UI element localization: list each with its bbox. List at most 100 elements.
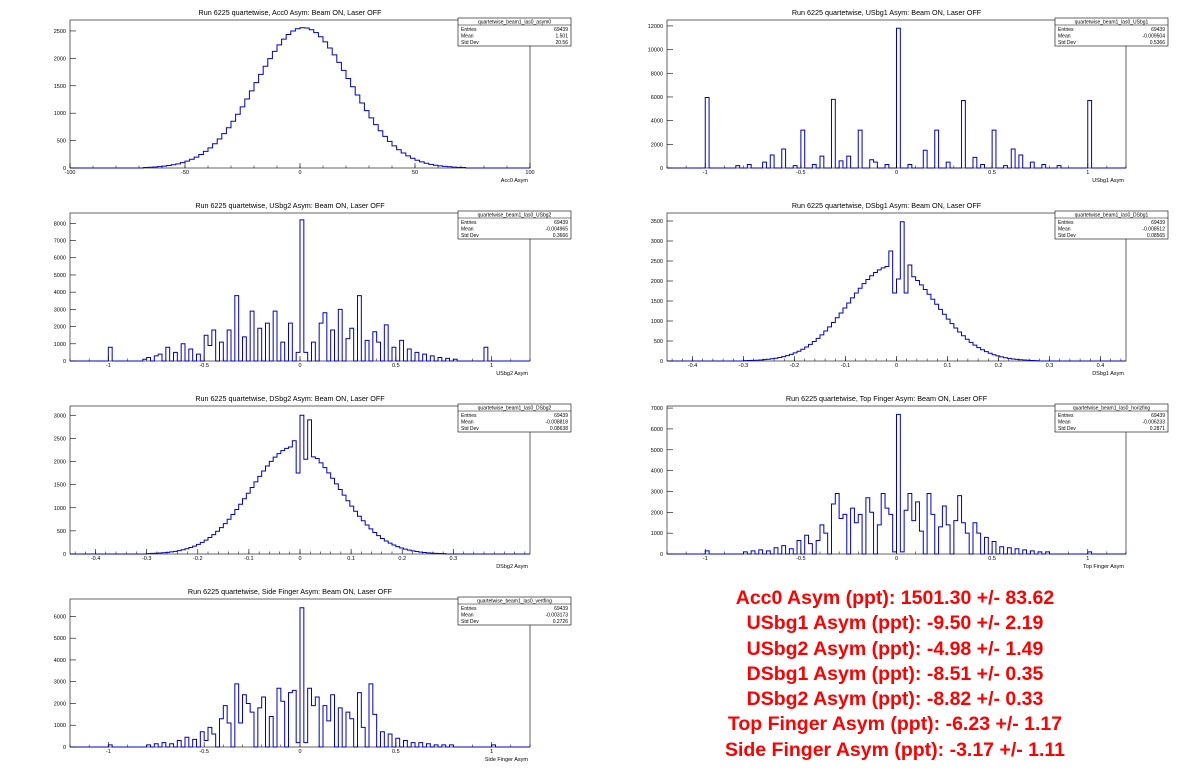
x-tick-label: 0.1	[944, 363, 952, 369]
asymmetry-summary: Acc0 Asym (ppt): 1501.30 +/- 83.62 USbg1…	[700, 586, 1090, 763]
stats-value: -0.008512	[1142, 227, 1165, 233]
histogram-title: Run 6225 quartetwise, USbg1 Asym: Beam O…	[792, 8, 982, 17]
y-tick-label: 6000	[54, 614, 66, 620]
stats-label: Mean	[1058, 227, 1071, 233]
histogram-panel: Run 6225 quartetwise, Acc0 Asym: Beam ON…	[54, 8, 572, 184]
x-tick-label: 0.2	[398, 556, 406, 562]
stats-value: -0.006233	[1142, 420, 1165, 426]
y-tick-label: 7000	[651, 406, 663, 412]
x-tick-label: 1	[490, 363, 493, 369]
x-tick-label: 1	[490, 749, 493, 755]
y-tick-label: 12000	[648, 24, 663, 30]
stats-value: 69439	[554, 220, 568, 226]
stats-box-frame	[457, 596, 572, 626]
summary-line: Acc0 Asym (ppt): 1501.30 +/- 83.62	[735, 587, 1055, 609]
x-tick-label: -0.5	[199, 749, 208, 755]
stats-value: 0.2871	[1150, 426, 1166, 432]
y-tick-label: 3000	[651, 489, 663, 495]
stats-label: Entries	[461, 413, 477, 419]
stats-box-frame	[1054, 210, 1169, 240]
y-tick-label: 8000	[651, 71, 663, 77]
stats-value: -0.008818	[545, 420, 568, 426]
y-tick-label: 0	[63, 552, 66, 558]
y-tick-label: 6000	[651, 95, 663, 101]
y-tick-label: 2000	[651, 142, 663, 148]
stats-label: Entries	[1058, 220, 1074, 226]
stats-label: Std Dev	[461, 40, 479, 46]
x-tick-label: -1	[106, 749, 111, 755]
y-tick-label: 2500	[54, 29, 66, 35]
x-tick-label: -0.2	[790, 363, 799, 369]
stats-box-frame	[457, 403, 572, 433]
stats-name: quartetwise_beam1_las0_horizfing	[1073, 406, 1150, 412]
y-tick-label: 1500	[54, 483, 66, 489]
y-tick-label: 3000	[651, 239, 663, 245]
y-tick-label: 1000	[54, 111, 66, 117]
stats-value: -0.009504	[1142, 34, 1165, 40]
stats-value: 69439	[1151, 413, 1165, 419]
x-tick-label: -0.5	[796, 170, 805, 176]
stats-label: Entries	[1058, 27, 1074, 33]
histogram-title: Run 6225 quartetwise, Side Finger Asym: …	[188, 587, 393, 596]
y-tick-label: 7000	[54, 239, 66, 245]
x-tick-label: -0.2	[193, 556, 202, 562]
stats-value: 0.3666	[553, 233, 569, 239]
y-tick-label: 3500	[651, 219, 663, 225]
histogram-panel: Run 6225 quartetwise, USbg1 Asym: Beam O…	[648, 8, 1169, 184]
histogram-panel: Run 6225 quartetwise, Side Finger Asym: …	[54, 587, 572, 763]
x-axis-label: DSbg1 Asym	[1092, 371, 1124, 377]
histogram-panel: Run 6225 quartetwise, DSbg2 Asym: Beam O…	[54, 394, 572, 570]
stats-value: 0.5366	[1150, 40, 1166, 46]
x-tick-label: 0.5	[392, 363, 400, 369]
histogram-bars	[667, 413, 1126, 555]
stats-box-frame	[1054, 403, 1169, 433]
stats-label: Std Dev	[1058, 233, 1076, 239]
stats-value: 0.08638	[550, 426, 568, 432]
stats-box-frame	[457, 17, 572, 47]
stats-label: Mean	[1058, 34, 1071, 40]
x-tick-label: 100	[525, 170, 534, 176]
stats-label: Mean	[461, 613, 474, 619]
stats-value: 69439	[1151, 220, 1165, 226]
histogram-title: Run 6225 quartetwise, DSbg1 Asym: Beam O…	[792, 201, 982, 210]
y-tick-label: 2000	[54, 701, 66, 707]
x-axis-label: USbg2 Asym	[496, 371, 528, 377]
stats-label: Mean	[461, 227, 474, 233]
stats-value: -0.004965	[545, 227, 568, 233]
stats-label: Std Dev	[1058, 40, 1076, 46]
stats-label: Mean	[461, 420, 474, 426]
histogram-title: Run 6225 quartetwise, DSbg2 Asym: Beam O…	[195, 394, 385, 403]
x-tick-label: 0.3	[450, 556, 458, 562]
x-tick-label: -0.5	[199, 363, 208, 369]
stats-label: Mean	[461, 34, 474, 40]
x-tick-label: -50	[181, 170, 189, 176]
x-tick-label: 0	[895, 363, 898, 369]
y-tick-label: 3000	[54, 413, 66, 419]
y-tick-label: 4000	[54, 658, 66, 664]
histogram-bars	[70, 27, 530, 169]
stats-value: 0.08565	[1147, 233, 1165, 239]
y-tick-label: 1000	[54, 342, 66, 348]
x-tick-label: 0.4	[1097, 363, 1105, 369]
y-tick-label: 2000	[54, 325, 66, 331]
stats-name: quartetwise_beam1_las0_USbg1	[1075, 20, 1149, 26]
stats-label: Entries	[461, 220, 477, 226]
y-tick-label: 4000	[651, 119, 663, 125]
y-tick-label: 3000	[54, 680, 66, 686]
x-tick-label: -0.1	[244, 556, 253, 562]
y-tick-label: 2000	[54, 460, 66, 466]
y-tick-label: 500	[57, 139, 66, 145]
stats-value: 69439	[1151, 27, 1165, 33]
histogram-panel: Run 6225 quartetwise, DSbg1 Asym: Beam O…	[651, 201, 1169, 377]
y-tick-label: 1000	[54, 723, 66, 729]
stats-value: 1.501	[555, 34, 568, 40]
y-tick-label: 5000	[54, 273, 66, 279]
x-tick-label: 1	[1086, 170, 1089, 176]
y-tick-label: 2500	[54, 436, 66, 442]
y-tick-label: 1000	[651, 319, 663, 325]
y-tick-label: 2000	[651, 279, 663, 285]
